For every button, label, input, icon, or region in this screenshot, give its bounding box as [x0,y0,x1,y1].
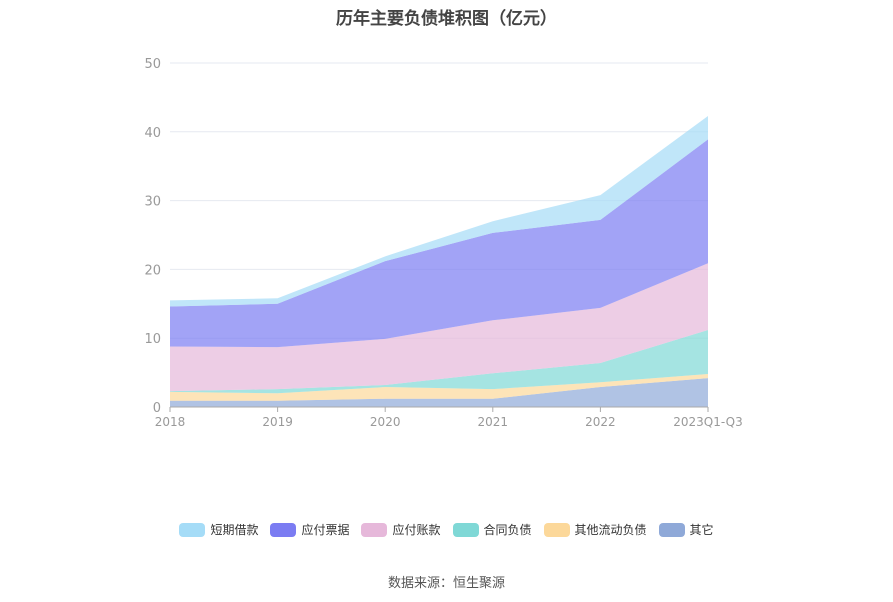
area-series-1 [170,373,708,401]
area-series-4 [170,139,708,348]
legend-item[interactable]: 其他流动负债 [543,521,647,538]
x-tick-label: 2022 [585,415,616,429]
legend-item[interactable]: 应付账款 [361,521,441,538]
legend-item[interactable]: 其它 [658,521,714,538]
legend-label: 其它 [689,523,714,537]
legend-item[interactable]: 合同负债 [452,521,532,538]
x-tick-label: 2023Q1-Q3 [673,415,742,429]
area-series-2 [170,329,708,394]
y-tick-label: 30 [144,195,161,210]
legend-swatch [361,522,388,537]
legend-label: 其他流动负债 [574,523,647,537]
y-tick-label: 20 [144,263,161,278]
legend-label: 应付账款 [392,523,441,537]
x-tick-label: 2021 [478,415,509,429]
legend: 短期借款 应付票据 应付账款 合同负债 其他流动负债 其它 [0,521,893,538]
legend-swatch [270,522,297,537]
area-series-3 [170,263,708,392]
y-tick-label: 0 [153,401,161,416]
y-tick-label: 40 [144,126,161,141]
x-tick-label: 2020 [370,415,401,429]
legend-swatch [543,522,570,537]
legend-label: 合同负债 [483,523,532,537]
data-source: 数据来源：恒生聚源 [387,576,505,591]
legend-swatch [658,522,685,537]
legend-swatch [452,522,479,537]
x-tick-label: 2019 [262,415,293,429]
y-tick-label: 50 [144,57,161,72]
legend-label: 应付票据 [301,523,350,537]
x-tick-label: 2018 [155,415,186,429]
y-tick-label: 10 [144,332,161,347]
legend-item[interactable]: 短期借款 [179,521,258,538]
area-series-5 [170,115,708,307]
legend-swatch [179,522,206,537]
area-series-0 [170,378,708,407]
legend-item[interactable]: 应付票据 [270,521,349,538]
legend-label: 短期借款 [210,523,259,537]
chart-title: 历年主要负债堆积图（亿元） [336,9,557,29]
